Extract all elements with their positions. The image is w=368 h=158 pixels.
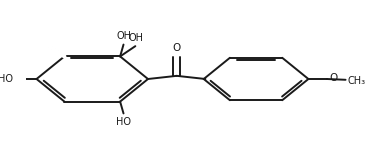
Text: OH: OH [116, 31, 131, 41]
Text: O: O [330, 73, 338, 83]
Text: HO: HO [0, 74, 13, 84]
Text: OH: OH [129, 33, 144, 43]
Text: O: O [173, 43, 181, 53]
Text: HO: HO [116, 117, 131, 127]
Text: CH₃: CH₃ [347, 76, 365, 86]
